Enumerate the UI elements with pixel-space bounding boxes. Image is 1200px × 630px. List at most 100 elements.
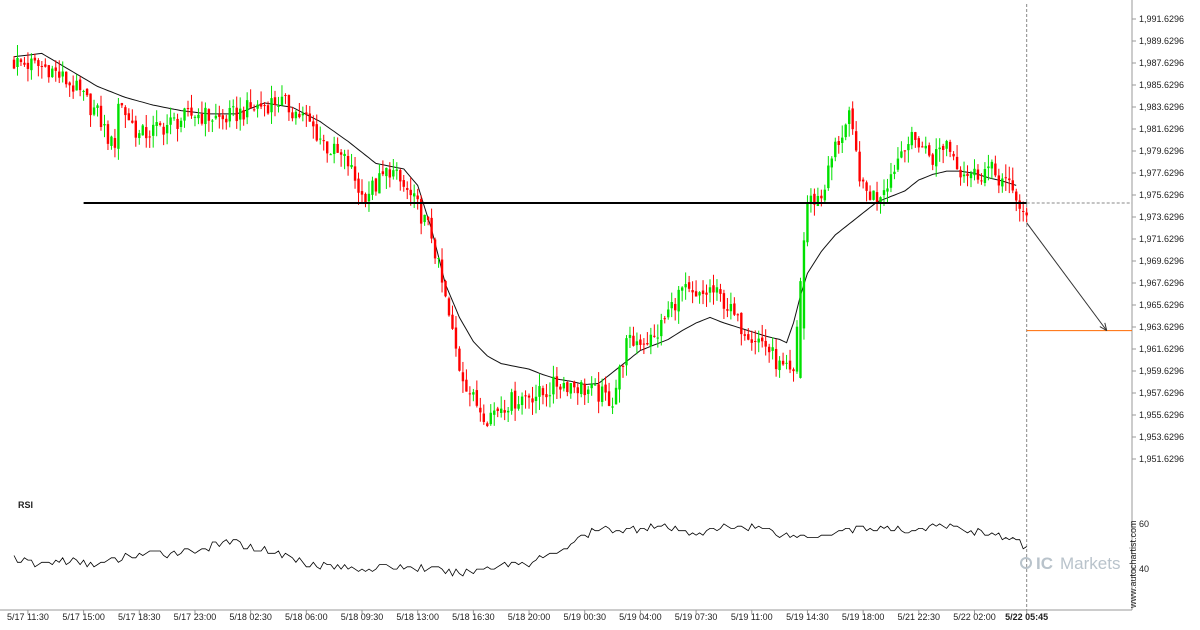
candle-body bbox=[82, 90, 85, 92]
price-tick-label: 1,959.6296 bbox=[1139, 366, 1184, 376]
candle-body bbox=[764, 340, 767, 347]
price-tick-label: 1,971.6296 bbox=[1139, 234, 1184, 244]
candle-body bbox=[218, 114, 221, 117]
candle-body bbox=[670, 301, 673, 309]
candle-body bbox=[458, 348, 461, 371]
price-tick-label: 1,955.6296 bbox=[1139, 410, 1184, 420]
candle-body bbox=[259, 103, 263, 107]
candle-body bbox=[813, 193, 816, 205]
candle-body bbox=[489, 412, 492, 425]
candle-body bbox=[96, 105, 99, 108]
candle-body bbox=[350, 164, 353, 168]
candle-body bbox=[875, 192, 879, 202]
candle-body bbox=[882, 190, 886, 196]
candle-body bbox=[834, 141, 837, 158]
ic-markets-watermark: IC Markets bbox=[1020, 554, 1120, 573]
candle-body bbox=[566, 382, 569, 393]
candle-body bbox=[263, 105, 266, 107]
candle-body bbox=[604, 384, 607, 393]
candle-body bbox=[148, 136, 151, 138]
candle-body bbox=[433, 239, 437, 259]
candle-body bbox=[103, 124, 106, 126]
candle-body bbox=[837, 141, 840, 145]
autochartist-credit: www.autochartist.com bbox=[1128, 520, 1138, 609]
candle-body bbox=[955, 156, 959, 170]
rsi-title: RSI bbox=[18, 500, 33, 510]
candle-body bbox=[117, 103, 120, 149]
candle-body bbox=[479, 407, 482, 413]
candle-body bbox=[78, 79, 82, 91]
candle-body bbox=[301, 113, 305, 116]
candle-body bbox=[409, 189, 412, 196]
candle-body bbox=[701, 290, 705, 294]
candle-body bbox=[493, 410, 496, 415]
grid-lines bbox=[0, 0, 1133, 611]
candle-body bbox=[600, 386, 604, 402]
candle-body bbox=[1015, 191, 1018, 201]
candlestick-series bbox=[12, 44, 1028, 428]
time-tick-label: 5/19 04:00 bbox=[619, 612, 662, 622]
candle-body bbox=[315, 124, 318, 141]
price-tick-label: 1,975.6296 bbox=[1139, 190, 1184, 200]
candle-body bbox=[520, 396, 524, 406]
candle-body bbox=[593, 384, 597, 386]
candle-body bbox=[468, 393, 472, 395]
candle-body bbox=[649, 334, 653, 347]
candle-body bbox=[973, 168, 976, 176]
candle-body bbox=[461, 372, 465, 382]
candle-body bbox=[256, 104, 259, 109]
candle-body bbox=[990, 161, 994, 169]
candle-body bbox=[266, 105, 270, 114]
time-tick-label: 5/18 06:00 bbox=[285, 612, 328, 622]
candle-body bbox=[928, 145, 931, 156]
candle-body bbox=[719, 289, 722, 294]
price-tick-label: 1,967.6296 bbox=[1139, 278, 1184, 288]
candle-body bbox=[698, 292, 701, 296]
candle-body bbox=[343, 153, 346, 157]
candle-body bbox=[632, 335, 635, 346]
candle-body bbox=[806, 202, 809, 243]
time-tick-label: 5/19 00:30 bbox=[563, 612, 606, 622]
candle-body bbox=[513, 390, 517, 409]
candle-body bbox=[545, 394, 548, 398]
candle-body bbox=[26, 62, 30, 69]
candle-body bbox=[656, 337, 659, 339]
candle-body bbox=[948, 141, 952, 152]
rsi-line bbox=[13, 523, 1027, 577]
price-tick-label: 1,963.6296 bbox=[1139, 322, 1184, 332]
candle-body bbox=[677, 289, 680, 312]
candle-body bbox=[935, 149, 938, 167]
candle-body bbox=[879, 197, 882, 204]
candle-body bbox=[694, 291, 698, 297]
candle-body bbox=[249, 102, 252, 108]
candle-body bbox=[242, 110, 245, 120]
candle-body bbox=[827, 165, 830, 189]
candle-body bbox=[799, 281, 802, 378]
watermark-suffix: Markets bbox=[1060, 554, 1120, 573]
candle-body bbox=[517, 404, 520, 409]
candle-body bbox=[841, 137, 844, 144]
candle-body bbox=[625, 338, 628, 366]
candle-body bbox=[740, 312, 743, 335]
time-tick-label: 5/17 15:00 bbox=[62, 612, 105, 622]
candle-body bbox=[952, 153, 955, 157]
candle-body bbox=[552, 376, 555, 395]
moving-average-path bbox=[13, 52, 1017, 386]
candle-body bbox=[510, 392, 513, 411]
candle-body bbox=[447, 298, 451, 316]
candle-body bbox=[475, 390, 479, 406]
candle-body bbox=[1008, 178, 1011, 181]
candle-body bbox=[767, 346, 771, 353]
candle-body bbox=[743, 334, 746, 336]
candle-body bbox=[232, 106, 235, 108]
candle-body bbox=[667, 309, 670, 318]
candle-body bbox=[329, 154, 332, 156]
candle-body bbox=[193, 116, 197, 118]
candle-body bbox=[914, 132, 917, 140]
candle-body bbox=[635, 341, 639, 346]
price-tick-label: 1,951.6296 bbox=[1139, 454, 1184, 464]
candle-body bbox=[500, 408, 503, 414]
candle-body bbox=[298, 113, 301, 118]
candle-body bbox=[823, 189, 827, 201]
